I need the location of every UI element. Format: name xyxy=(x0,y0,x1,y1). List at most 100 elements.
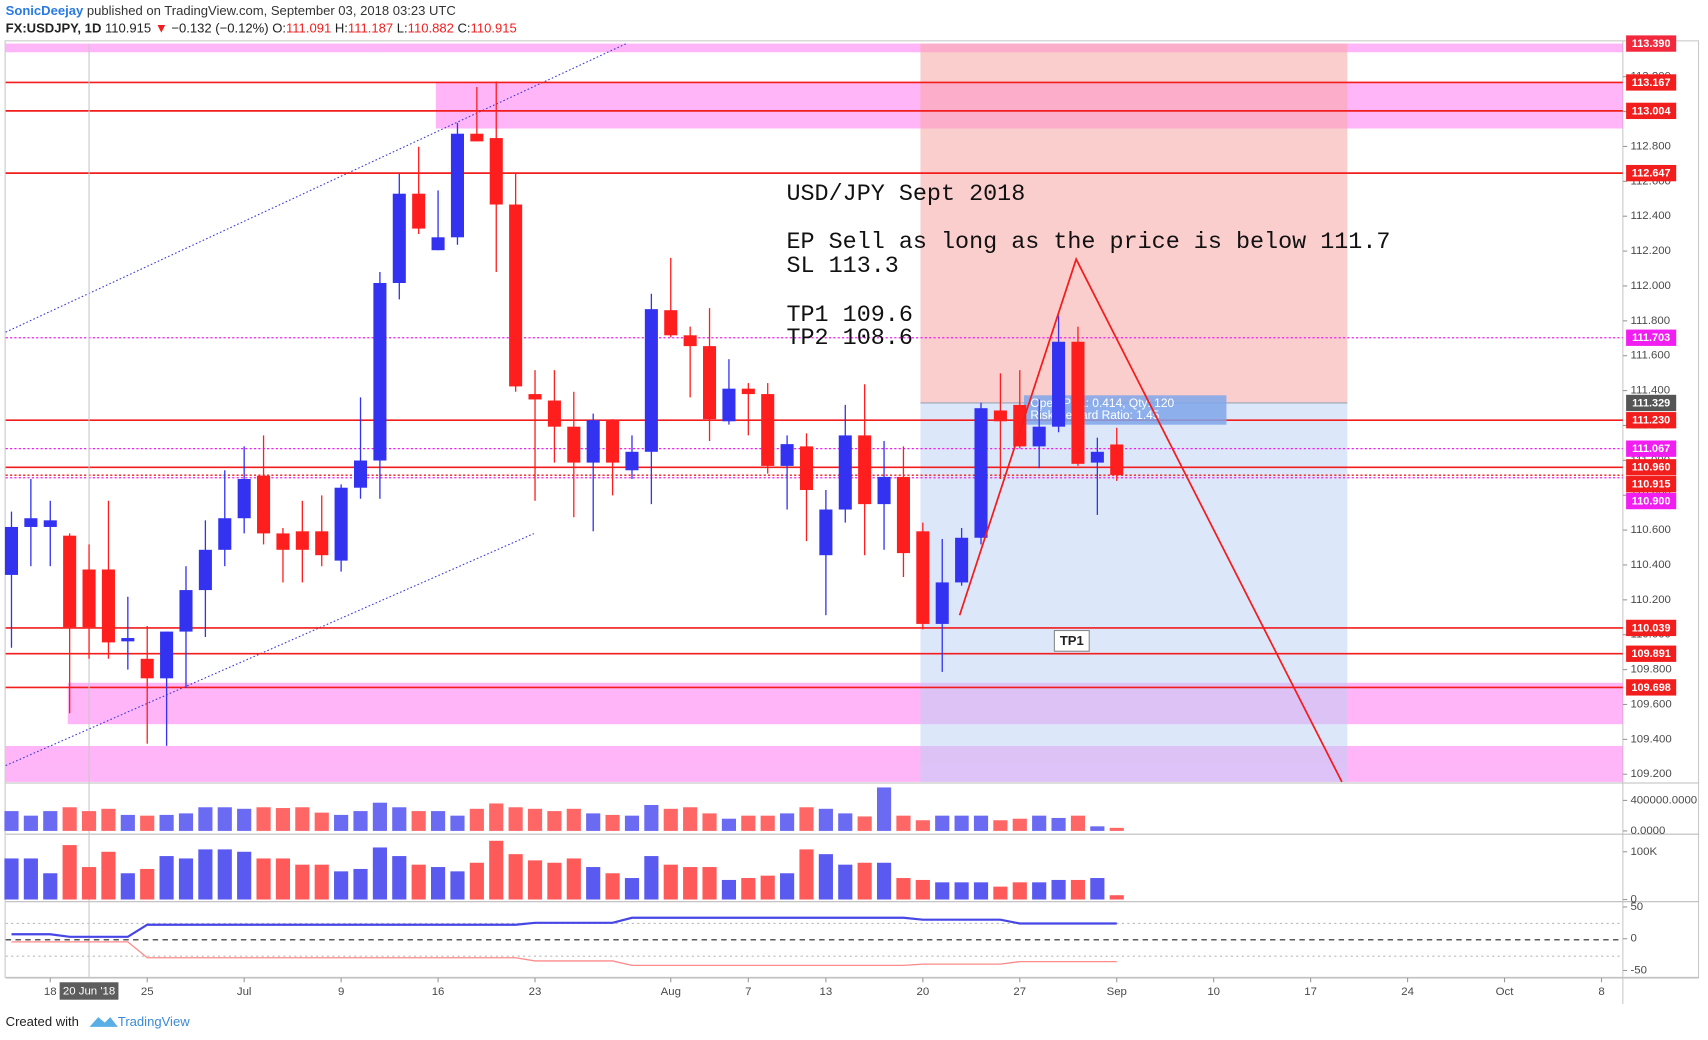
volume-bar xyxy=(954,815,969,831)
level-box xyxy=(1626,679,1677,696)
volume-bar xyxy=(295,807,310,831)
volume-bar xyxy=(799,849,814,900)
volume-bar xyxy=(547,862,562,900)
volume-bar xyxy=(23,815,38,831)
volume-bar xyxy=(275,858,291,900)
x-tick-label: 23 xyxy=(529,986,542,998)
candle-body xyxy=(1110,444,1124,476)
candle-body xyxy=(1052,341,1066,427)
y-tick-label: 111.800 xyxy=(1630,315,1670,327)
volume-bar xyxy=(256,807,271,831)
volume-bar xyxy=(469,808,484,831)
volume-bar xyxy=(62,845,77,900)
volume-bar xyxy=(838,864,853,900)
candle-body xyxy=(955,537,969,583)
panels xyxy=(4,787,1124,967)
volume-bar xyxy=(411,811,426,831)
volume-bar xyxy=(43,873,58,900)
level-label: 110.900 xyxy=(1632,495,1671,507)
level-box xyxy=(1626,459,1677,476)
level-label: 110.915 xyxy=(1632,479,1671,491)
candle-body xyxy=(916,531,930,624)
volume-bar xyxy=(721,879,737,900)
volume-bar xyxy=(605,873,620,900)
level-box xyxy=(1626,412,1677,429)
candles xyxy=(4,81,1124,746)
volume-bar xyxy=(818,808,833,831)
candle-body xyxy=(373,282,387,461)
volume-bar xyxy=(896,878,911,900)
y-tick-label: 112.000 xyxy=(1630,280,1670,292)
volume-bar xyxy=(644,856,659,900)
candle-body xyxy=(218,518,232,550)
volume-bar xyxy=(237,808,252,831)
volume-bar xyxy=(198,807,213,831)
volume-bar xyxy=(314,812,329,831)
candle-body xyxy=(43,520,57,527)
volume-bar xyxy=(43,811,58,831)
candle-body xyxy=(1071,341,1085,464)
candle-body xyxy=(1090,451,1104,463)
volume-bar xyxy=(392,856,407,900)
annotation: TP2 108.6 xyxy=(786,326,912,352)
candle-body xyxy=(1013,404,1027,447)
volume-bar xyxy=(372,847,387,900)
author[interactable]: SonicDeejay xyxy=(6,3,84,18)
volume-bar xyxy=(1070,815,1086,831)
volume-bar xyxy=(450,871,465,900)
volume-bar xyxy=(566,858,581,900)
volume-bar xyxy=(140,815,155,831)
crosshair-box xyxy=(59,982,119,1000)
candle-body xyxy=(896,476,910,554)
x-tick-label: 10 xyxy=(1207,986,1220,998)
volume-bar xyxy=(178,858,194,900)
candle-body xyxy=(24,518,38,527)
x-tick-label: Oct xyxy=(1496,986,1515,998)
candle-body xyxy=(664,310,678,336)
volume-bar xyxy=(702,867,717,900)
volume-bar xyxy=(23,858,38,900)
y-tick-label: 112.800 xyxy=(1630,140,1670,152)
candle-body xyxy=(179,590,193,632)
footer-brand[interactable]: TradingView xyxy=(118,1014,190,1029)
volume-bar xyxy=(973,882,989,900)
candle-body xyxy=(237,478,251,519)
candle-body xyxy=(567,426,581,463)
volume-bar xyxy=(993,820,1008,831)
annotation: SL 113.3 xyxy=(786,254,898,280)
volume-bar xyxy=(780,873,795,900)
candle-body xyxy=(489,138,503,205)
candle-body xyxy=(741,388,755,395)
level-label: 111.067 xyxy=(1632,443,1670,455)
volume-bar xyxy=(644,804,659,831)
candle-body xyxy=(295,531,309,550)
volume-bar xyxy=(62,807,77,831)
candle-body xyxy=(160,631,174,679)
volume-bar xyxy=(1032,882,1047,900)
y-tick-label: 110.200 xyxy=(1630,594,1670,606)
annotation: TP1 109.6 xyxy=(786,303,912,329)
y-tick-label: 0 xyxy=(1630,894,1636,906)
channel-line xyxy=(5,533,535,767)
level-label: 111.329 xyxy=(1632,397,1670,409)
volume-bar xyxy=(1032,815,1047,831)
candle-body xyxy=(644,309,658,452)
zones xyxy=(5,43,1623,782)
y-tick-label: 111.400 xyxy=(1630,385,1670,397)
annotation: USD/JPY Sept 2018 xyxy=(786,182,1025,208)
projection-line xyxy=(958,256,1343,783)
footer-text: Created with xyxy=(6,1014,79,1029)
stop-zone xyxy=(920,43,1348,403)
volume-bar xyxy=(372,802,387,831)
volume-bar xyxy=(295,864,310,900)
volume-bar xyxy=(741,878,756,900)
oscillator-line xyxy=(11,941,1117,967)
change-arrow: ▼ xyxy=(155,21,168,36)
volume-bar xyxy=(527,808,543,831)
volume-bar xyxy=(527,860,543,900)
level-label: 109.891 xyxy=(1631,648,1670,660)
volume-bar xyxy=(314,864,329,900)
header-line: SonicDeejay published on TradingView.com… xyxy=(6,3,456,18)
x-tick-label: 18 xyxy=(44,986,57,998)
y-tick-label: 50 xyxy=(1630,901,1643,913)
